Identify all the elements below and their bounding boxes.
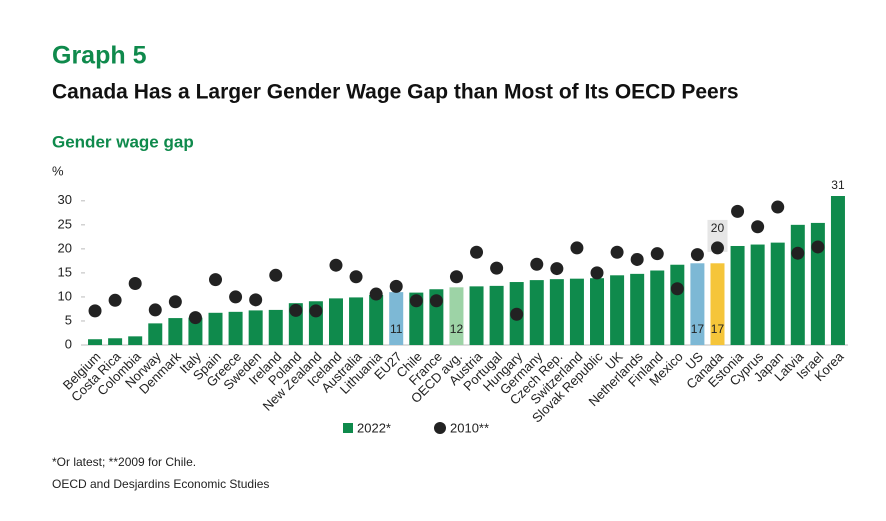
dot [249,293,263,307]
bar [469,286,484,345]
bar [710,263,725,345]
dot [309,304,323,318]
dot [751,220,765,234]
y-tick-label: 25 [58,216,72,231]
bar [790,224,805,345]
dot [690,248,704,262]
bar [449,287,464,345]
dot [229,290,243,304]
bar [730,245,745,345]
dot [510,307,524,321]
bar [569,278,584,345]
bar [650,270,665,345]
bar [750,244,765,345]
bar [389,292,404,345]
y-tick-label: 15 [58,264,72,279]
bar [590,278,605,345]
legend-swatch [434,422,446,434]
dot [670,282,684,296]
data-label: 12 [450,322,464,336]
bar [489,285,504,345]
y-tick-label: 0 [65,336,72,351]
dot [369,287,383,301]
dot [289,303,303,317]
y-tick-label: 5 [65,312,72,327]
data-label: 17 [691,322,705,336]
dot [349,270,363,284]
bar [810,222,825,345]
dot [771,200,785,214]
legend-label: 2010** [450,420,489,435]
bar [268,309,283,345]
bar [188,317,203,345]
bar [168,318,183,345]
dot [610,245,624,259]
bar [128,336,143,345]
dot [731,204,745,218]
chart-label: Graph 5 [52,42,147,70]
dot [650,247,664,261]
dot [570,241,584,255]
dot [148,303,162,317]
dot [710,241,724,255]
bar [88,339,103,345]
dot [88,304,102,318]
dot [490,261,504,275]
dot [269,268,283,282]
bar [328,298,343,345]
dot [188,311,202,325]
dot [329,258,343,272]
dot [590,266,604,280]
bar [529,280,544,345]
dot [630,252,644,266]
bar [108,338,123,345]
bar [148,323,163,345]
bar [670,264,685,345]
bar [228,311,243,345]
chart-title: Canada Has a Larger Gender Wage Gap than… [52,81,739,104]
data-label: 11 [390,322,403,336]
bar [369,295,384,345]
legend-label: 2022* [357,420,391,435]
bar [830,196,845,345]
dot [108,293,122,307]
y-tick-label: 10 [58,288,72,303]
footnote: *Or latest; **2009 for Chile. [52,455,196,469]
dot [128,276,142,290]
dot [409,294,423,308]
dot [470,245,484,259]
y-axis-label: % [52,163,64,178]
bar [690,263,705,345]
bar [770,242,785,345]
dot [449,270,463,284]
y-tick-label: 20 [58,240,72,255]
dot [550,262,564,276]
y-tick-label: 30 [58,192,72,207]
dot [429,294,443,308]
chart-subtitle: Gender wage gap [52,132,194,151]
source: OECD and Desjardins Economic Studies [52,477,269,491]
dot [389,279,403,293]
bar [549,279,564,345]
data-label: 17 [711,322,725,336]
dot [168,295,182,309]
dot [811,240,825,254]
bar [208,312,223,345]
legend-swatch [343,423,353,433]
dot [530,257,544,271]
bar [349,297,364,345]
data-label: 31 [831,178,845,192]
bar [248,310,263,345]
dot [209,273,223,287]
bar [610,275,625,345]
data-label: 20 [711,221,725,235]
bar [630,273,645,345]
dot [791,246,805,260]
